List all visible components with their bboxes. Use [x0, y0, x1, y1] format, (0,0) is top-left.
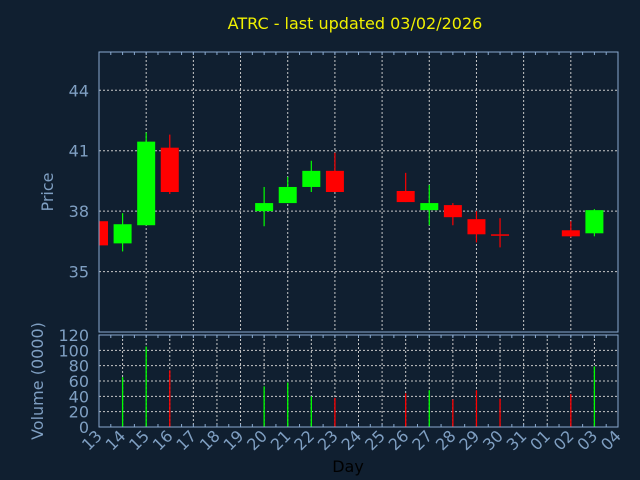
candle-body-14 — [113, 224, 132, 244]
candle-body-21 — [278, 186, 297, 204]
candle-body-30 — [491, 234, 510, 236]
candle-body-15 — [137, 141, 156, 226]
candle-body-13 — [99, 221, 108, 246]
candle-body-28 — [443, 205, 462, 218]
price-tick-label: 41 — [69, 142, 89, 161]
volume-tick-label: 0 — [79, 418, 89, 437]
volume-tick-label: 80 — [69, 357, 89, 376]
price-tick-label: 38 — [69, 202, 89, 221]
price-panel-frame — [98, 51, 619, 333]
volume-tick-label: 120 — [58, 326, 89, 345]
price-tick-label: 35 — [69, 263, 89, 282]
candle-body-27 — [420, 203, 439, 211]
candle-body-20 — [255, 203, 274, 212]
volume-tick-label: 60 — [69, 372, 89, 391]
candle-body-02 — [561, 230, 580, 237]
volume-group — [121, 346, 596, 427]
candle-body-26 — [396, 190, 415, 203]
volume-tick-label: 100 — [58, 341, 89, 360]
candle-body-23 — [325, 170, 344, 192]
price-axis-label: Price — [38, 172, 57, 211]
candle-body-22 — [302, 170, 321, 187]
candle-body-03 — [585, 210, 604, 234]
volume-tick-label: 40 — [69, 387, 89, 406]
volume-panel-frame — [98, 334, 619, 428]
candle-body-29 — [467, 219, 486, 235]
candle-body-16 — [160, 147, 179, 192]
price-tick-label: 44 — [69, 81, 89, 100]
volume-tick-label: 20 — [69, 403, 89, 422]
chart-title: ATRC - last updated 03/02/2026 — [227, 14, 483, 33]
x-axis-label: Day — [332, 457, 364, 476]
day-tick-label: 04 — [597, 426, 625, 454]
volume-axis-label: Volume (0000) — [28, 322, 47, 440]
candles-group — [99, 132, 604, 252]
